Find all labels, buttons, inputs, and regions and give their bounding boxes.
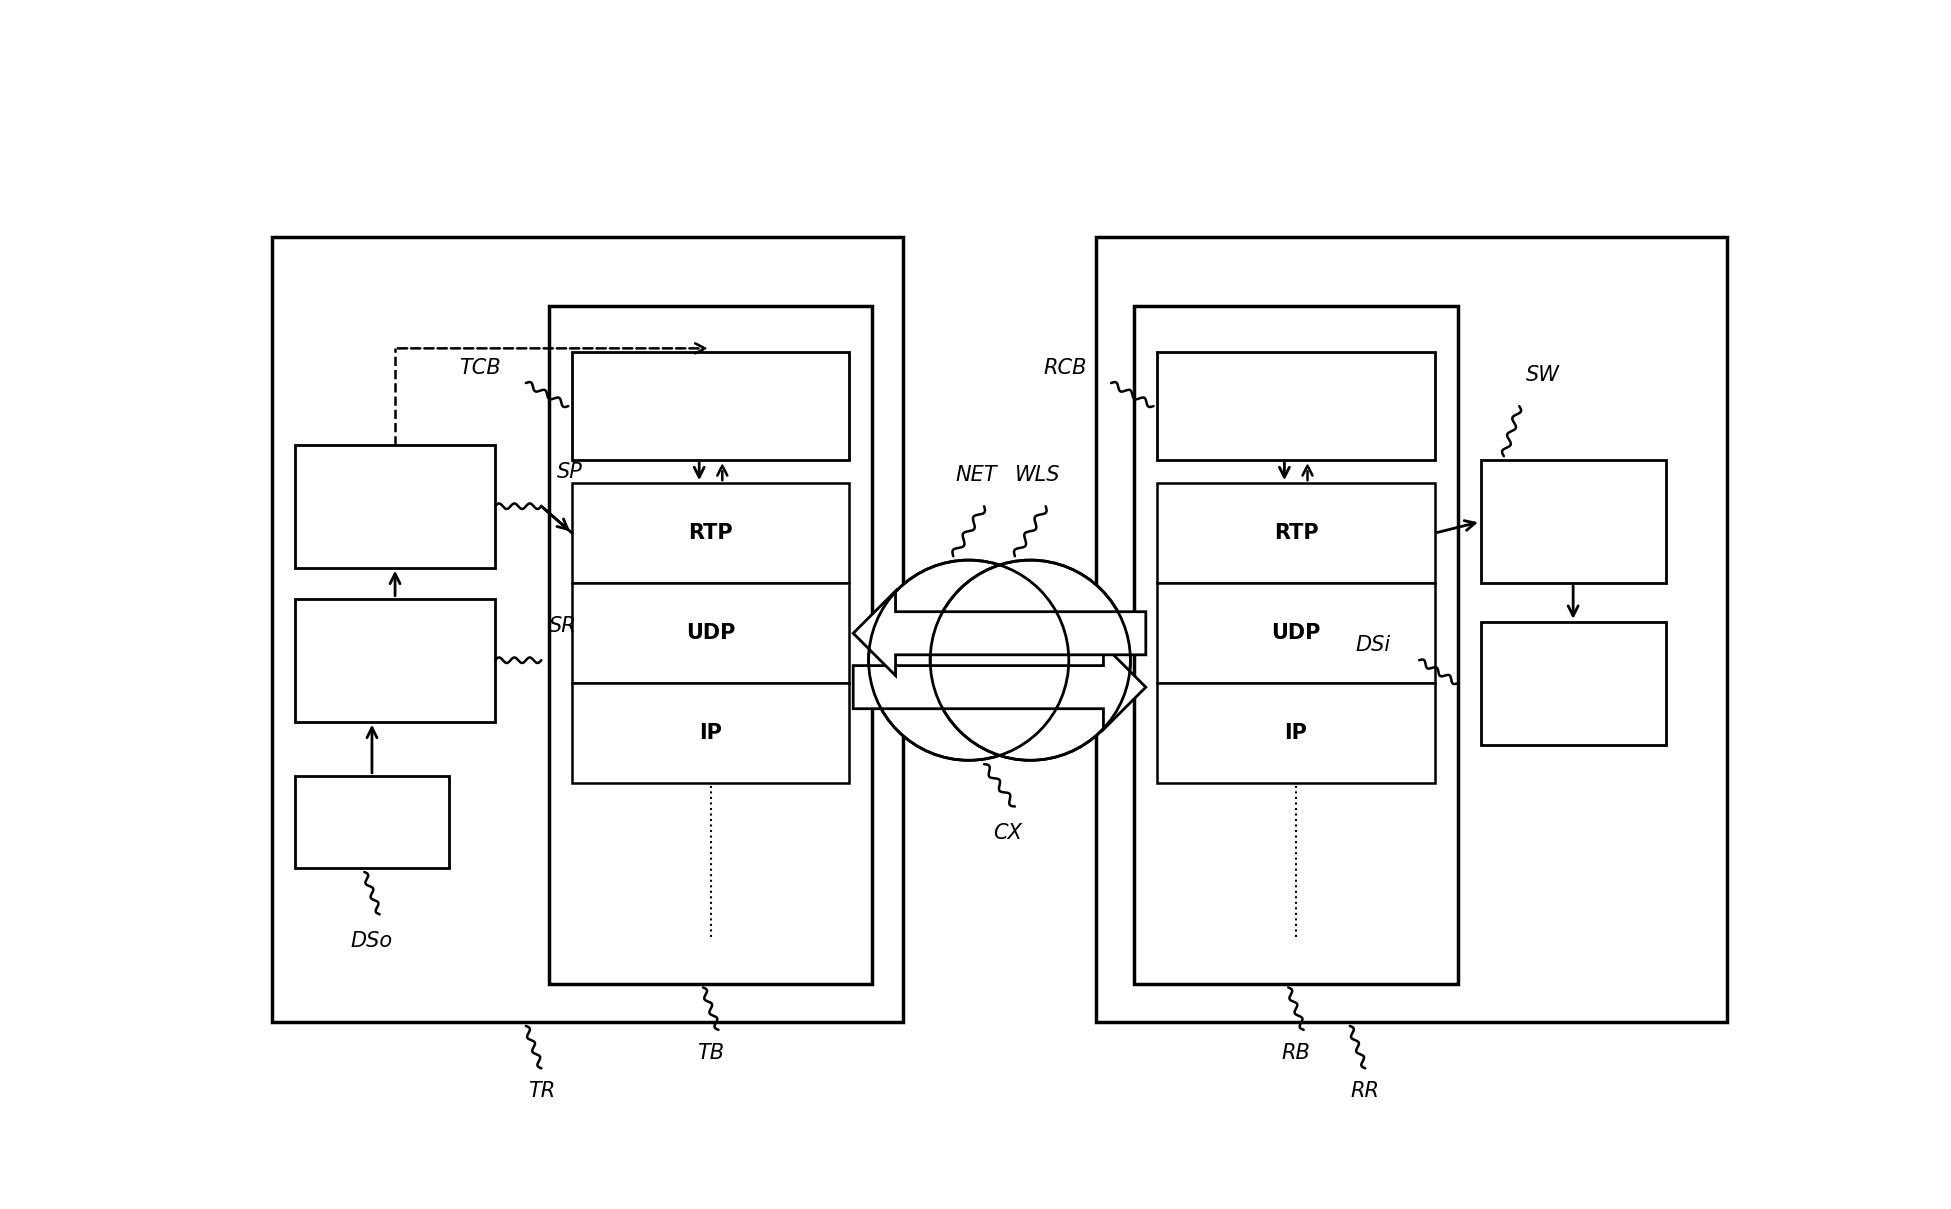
Bar — [1157, 484, 1434, 583]
Text: TCB: TCB — [458, 358, 501, 377]
Bar — [295, 776, 449, 868]
Bar — [572, 484, 849, 583]
Text: RTP: RTP — [1274, 523, 1319, 543]
Circle shape — [868, 560, 1069, 760]
Bar — [1157, 683, 1434, 783]
Bar — [548, 306, 872, 984]
Text: CX: CX — [993, 823, 1022, 844]
Text: DSo: DSo — [351, 931, 392, 951]
Text: UDP: UDP — [687, 624, 736, 643]
Text: SR: SR — [548, 615, 577, 636]
Bar — [572, 352, 849, 459]
Text: RTP: RTP — [689, 523, 734, 543]
Polygon shape — [853, 644, 1145, 729]
Bar — [1481, 459, 1666, 583]
Text: IP: IP — [698, 723, 722, 744]
Text: SW: SW — [1526, 365, 1559, 386]
Text: TB: TB — [697, 1043, 724, 1063]
Bar — [572, 583, 849, 683]
Text: IP: IP — [1284, 723, 1307, 744]
Text: RB: RB — [1282, 1043, 1311, 1063]
Bar — [572, 683, 849, 783]
Circle shape — [931, 560, 1130, 760]
Text: NET: NET — [956, 465, 997, 485]
Text: RCB: RCB — [1044, 358, 1087, 377]
Bar — [1481, 621, 1666, 745]
Text: SP: SP — [556, 462, 583, 481]
Text: RR: RR — [1350, 1081, 1379, 1101]
Bar — [271, 237, 903, 1022]
Text: WLS: WLS — [1015, 465, 1061, 485]
Bar — [295, 445, 496, 568]
Bar — [1157, 583, 1434, 683]
Polygon shape — [853, 591, 1145, 676]
Text: TR: TR — [527, 1081, 554, 1101]
Bar — [1157, 352, 1434, 459]
Text: UDP: UDP — [1272, 624, 1321, 643]
Bar — [295, 598, 496, 722]
Bar — [1096, 237, 1727, 1022]
Text: DSi: DSi — [1356, 635, 1391, 655]
Bar — [1134, 306, 1457, 984]
